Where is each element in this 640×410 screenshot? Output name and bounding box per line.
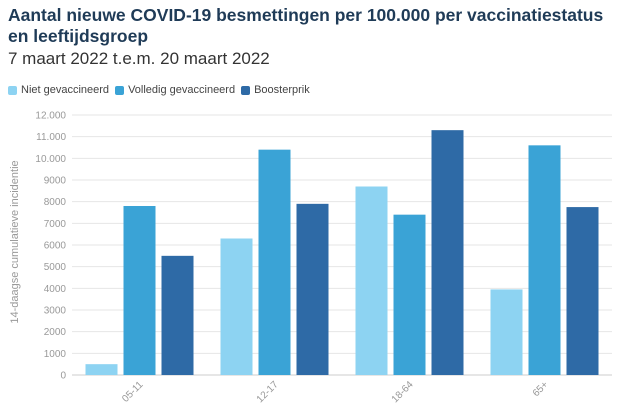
legend-item[interactable]: Boosterprik [241, 84, 310, 96]
legend-label: Boosterprik [254, 84, 310, 96]
bars [85, 130, 599, 376]
legend-label: Volledig gevaccineerd [128, 84, 236, 96]
legend-item[interactable]: Niet gevaccineerd [8, 84, 109, 96]
bar[interactable] [123, 206, 156, 375]
legend-swatch [241, 85, 251, 95]
x-tick-label: 05-11 [120, 379, 146, 405]
y-axis-label: 14-daagse cumulatieve incidentie [9, 160, 21, 323]
bar[interactable] [161, 255, 194, 375]
bar[interactable] [85, 364, 118, 375]
legend-item[interactable]: Volledig gevaccineerd [115, 84, 235, 96]
y-tick-label: 10.000 [35, 154, 66, 165]
chart-subtitle: 7 maart 2022 t.e.m. 20 maart 2022 [8, 49, 270, 68]
y-tick-label: 12.000 [35, 111, 66, 122]
y-tick-label: 4000 [44, 284, 67, 295]
x-tick-labels: 05-11 12-17 18-64 65+ [120, 379, 550, 405]
bar[interactable] [393, 214, 426, 375]
legend-label: Niet gevaccineerd [21, 84, 110, 96]
bar[interactable] [220, 238, 253, 376]
y-tick-label: 6000 [44, 241, 67, 252]
legend: Niet gevaccineerd Volledig gevaccineerd Bo… [8, 83, 316, 97]
chart-title: Aantal nieuwe COVID-19 besmettingen per … [8, 5, 604, 46]
x-tick-label: 12-17 [255, 379, 281, 405]
y-tick-label: 11.000 [36, 132, 66, 143]
y-tick-label: 8000 [44, 197, 67, 208]
x-tick-label: 18-64 [390, 379, 416, 405]
bar[interactable] [258, 149, 291, 375]
y-tick-label: 9000 [44, 176, 67, 187]
legend-swatch [115, 85, 125, 95]
y-tick-label: 1000 [44, 349, 67, 360]
y-tick-label: 3000 [44, 306, 67, 317]
y-tick-label: 7000 [44, 219, 67, 230]
bar[interactable] [528, 145, 561, 375]
bar[interactable] [490, 289, 523, 375]
bar[interactable] [355, 186, 388, 376]
y-tick-labels: 0 1000 2000 3000 4000 5000 6000 7000 8000 9000 10.… [35, 111, 66, 382]
y-tick-label: 0 [60, 371, 66, 382]
bar[interactable] [296, 203, 329, 375]
y-tick-label: 2000 [44, 327, 67, 338]
bar[interactable] [431, 130, 464, 375]
x-tick-label: 65+ [531, 379, 551, 399]
legend-swatch [8, 85, 17, 95]
y-tick-label: 5000 [44, 262, 67, 273]
bar[interactable] [566, 207, 599, 375]
